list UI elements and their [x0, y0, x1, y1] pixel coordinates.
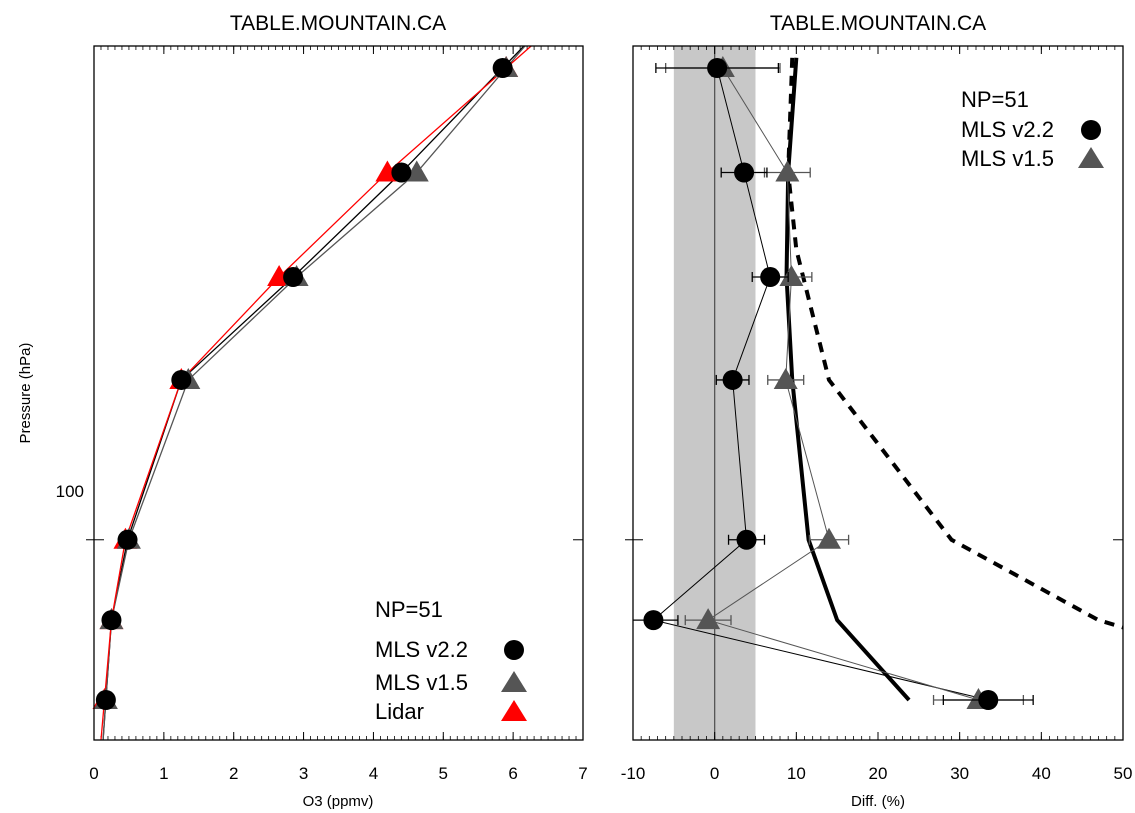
- left-axis-ticks: 0 1 2 3 4 5 6 7: [86, 46, 588, 783]
- right-series-layer: [633, 56, 1123, 710]
- right-data-point-circle: [722, 369, 743, 390]
- right-data-point-circle: [707, 58, 728, 78]
- right-data-point-circle: [643, 610, 664, 631]
- left-data-point-circle: [171, 369, 192, 390]
- left-x-tick-label: 1: [159, 764, 168, 783]
- right-legend-label-mls-v15: MLS v1.5: [961, 146, 1054, 171]
- left-legend-marker-triangle-red: [501, 700, 527, 721]
- left-legend-marker-circle: [504, 640, 524, 660]
- left-plot-frame: [93, 45, 584, 741]
- left-legend-np: NP=51: [375, 597, 443, 622]
- left-y-tick-label-100: 100: [56, 482, 84, 501]
- left-legend-marker-triangle-gray: [501, 671, 527, 692]
- right-x-tick-label: -10: [621, 764, 646, 783]
- left-x-tick-label: 7: [578, 764, 587, 783]
- left-legend: NP=51 MLS v2.2 MLS v1.5 Lidar: [375, 597, 527, 724]
- right-legend-marker-triangle: [1078, 147, 1104, 168]
- left-x-tick-label: 4: [369, 764, 378, 783]
- left-series-line-0: [102, 45, 525, 741]
- left-data-point-circle: [101, 610, 122, 631]
- left-series-line-2: [100, 45, 532, 741]
- left-x-tick-label: 2: [229, 764, 238, 783]
- left-x-tick-label: 0: [89, 764, 98, 783]
- right-data-point-circle: [736, 529, 757, 550]
- right-x-tick-label: 0: [710, 764, 719, 783]
- left-legend-label-mls-v22: MLS v2.2: [375, 637, 468, 662]
- right-x-tick-label: 10: [787, 764, 806, 783]
- right-legend-np: NP=51: [961, 87, 1029, 112]
- left-data-point-circle: [117, 529, 138, 550]
- left-x-axis-label: O3 (ppmv): [303, 793, 374, 810]
- right-data-point-triangle: [779, 265, 804, 287]
- right-reference-line-solid-thick: [784, 57, 911, 702]
- right-panel: TABLE.MOUNTAIN.CA -10 0 10 20 30 40 50 Diff. (…: [621, 12, 1133, 810]
- right-title: TABLE.MOUNTAIN.CA: [770, 12, 986, 35]
- right-data-point-circle: [978, 690, 999, 710]
- left-series-layer: [92, 45, 532, 741]
- left-panel: TABLE.MOUNTAIN.CA 0 1 2 3 4 5 6 7 O3 (ppmv) Pre…: [17, 12, 588, 810]
- left-data-point-circle: [283, 267, 304, 288]
- right-data-point-circle: [734, 162, 755, 183]
- left-x-tick-label: 5: [439, 764, 448, 783]
- right-x-axis-label: Diff. (%): [851, 793, 905, 810]
- right-data-point-circle: [760, 267, 781, 288]
- left-series-line-1: [102, 45, 526, 741]
- left-x-tick-label: 6: [508, 764, 517, 783]
- right-plot-frame: [632, 45, 1124, 741]
- left-y-axis-label: Pressure (hPa): [17, 343, 34, 444]
- right-data-point-triangle: [773, 367, 798, 389]
- right-data-point-triangle: [817, 527, 841, 549]
- right-data-point-triangle: [775, 160, 800, 182]
- right-reference-line-dashed-thick: [786, 57, 1123, 630]
- left-data-point-circle: [95, 690, 116, 710]
- right-axis-ticks: -10 0 10 20 30 40 50: [621, 46, 1133, 783]
- right-legend-marker-circle: [1081, 120, 1101, 140]
- left-legend-label-mls-v15: MLS v1.5: [375, 670, 468, 695]
- left-data-point-circle: [391, 162, 412, 183]
- right-x-tick-label: 40: [1032, 764, 1051, 783]
- right-data-point-triangle: [696, 608, 721, 630]
- right-x-tick-label: 30: [950, 764, 969, 783]
- left-x-tick-label: 3: [299, 764, 308, 783]
- left-title: TABLE.MOUNTAIN.CA: [230, 12, 446, 35]
- right-legend: NP=51 MLS v2.2 MLS v1.5: [961, 87, 1104, 171]
- right-legend-label-mls-v22: MLS v2.2: [961, 117, 1054, 142]
- left-data-point-triangle: [404, 160, 429, 182]
- right-x-tick-label: 50: [1114, 764, 1133, 783]
- right-x-tick-label: 20: [869, 764, 888, 783]
- left-data-point-circle: [492, 58, 513, 78]
- left-legend-label-lidar: Lidar: [375, 699, 424, 724]
